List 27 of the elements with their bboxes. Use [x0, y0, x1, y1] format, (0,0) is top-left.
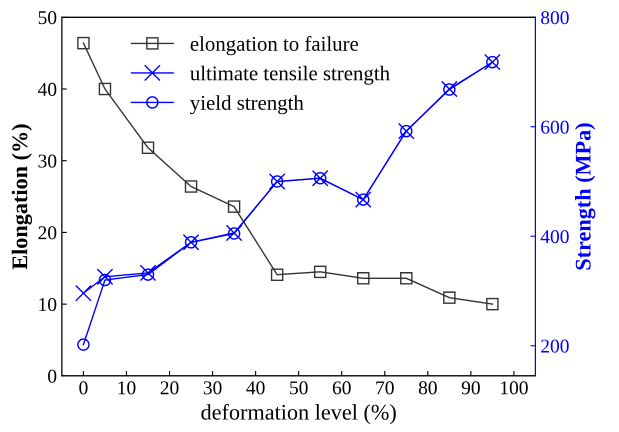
x-tick-label: 80	[418, 381, 437, 394]
x-tick-label: 100	[501, 381, 528, 394]
y-tick-label: 0	[48, 370, 56, 383]
x-tick-label: 70	[376, 381, 394, 394]
x-tick-label: 50	[290, 381, 308, 394]
legend-label: yield strength	[190, 95, 304, 114]
y-axis-title: Elongation (%)	[12, 124, 32, 270]
y-tick-label: 40	[38, 82, 56, 96]
y2-tick-label: 600	[541, 120, 569, 134]
legend-label: ultimate tensile strength	[190, 66, 390, 85]
y2-tick-label: 400	[540, 230, 569, 244]
x-axis-title: deformation level (%)	[201, 404, 396, 424]
x-tick-label: 10	[118, 381, 136, 394]
x-tick-label: 20	[160, 381, 178, 394]
legend-label: elongation to failure	[190, 36, 358, 56]
x-tick-label: 90	[462, 381, 480, 394]
x-tick-label: 0	[79, 381, 88, 394]
x-tick-label: 30	[204, 381, 222, 394]
y-tick-label: 50	[38, 11, 56, 24]
y-tick-label: 10	[39, 298, 56, 312]
y2-tick-label: 200	[541, 340, 569, 353]
x-tick-label: 40	[246, 381, 265, 394]
y2-axis-title: Strength (MPa)	[575, 123, 596, 270]
x-tick-label: 60	[332, 381, 351, 394]
y2-tick-label: 800	[541, 11, 569, 24]
y-tick-label: 20	[38, 226, 56, 240]
y-tick-label: 30	[38, 154, 56, 168]
